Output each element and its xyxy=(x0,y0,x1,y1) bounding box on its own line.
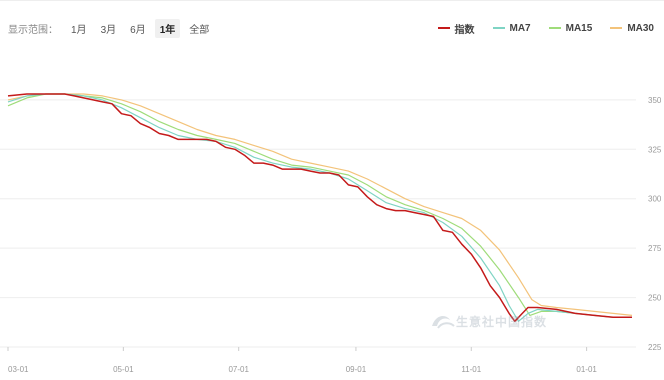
y-axis-ticks: 225 250 275 300 325 350 xyxy=(648,96,662,352)
series-line-ma15 xyxy=(7,93,632,318)
range-button-6m[interactable]: 6月 xyxy=(130,24,146,36)
watermark: 生意社中国指数 xyxy=(430,312,547,330)
legend-label-ma15: MA15 xyxy=(565,22,593,34)
legend-item-ma30[interactable]: MA30 xyxy=(610,23,654,34)
range-button-1y[interactable]: 1年 xyxy=(154,18,181,38)
range-toolbar: 显示范围： 1月 3月 6月 1年 全部 xyxy=(8,18,218,38)
x-tick-label: 01-01 xyxy=(576,365,597,374)
range-label: 显示范围： xyxy=(8,24,58,36)
range-button-1m[interactable]: 1月 xyxy=(71,24,87,36)
x-tick-label: 03-01 xyxy=(8,365,29,374)
range-button-3m[interactable]: 3月 xyxy=(100,24,117,36)
y-tick-label: 325 xyxy=(648,145,662,154)
x-tick-label: 05-01 xyxy=(113,365,134,374)
legend-item-ma15[interactable]: MA15 xyxy=(548,22,593,34)
x-tick-label: 09-01 xyxy=(346,365,367,374)
legend-label-ma30: MA30 xyxy=(627,22,654,34)
watermark-text: 生意社中国指数 xyxy=(456,314,548,329)
series-line-ma30 xyxy=(7,93,633,316)
y-tick-label: 250 xyxy=(648,294,662,303)
swirl-logo-icon xyxy=(432,316,455,329)
legend-swatch-index xyxy=(437,27,450,29)
legend-swatch-ma7 xyxy=(492,27,505,29)
chart-legend: 指数 MA7 MA15 MA30 xyxy=(420,18,654,38)
series-lines xyxy=(7,93,633,323)
top-divider xyxy=(0,0,664,1)
x-axis-ticks: 03-01 05-01 07-01 09-01 11-01 01-01 xyxy=(7,347,597,374)
y-tick-label: 300 xyxy=(648,195,662,204)
x-tick-label: 11-01 xyxy=(461,365,481,374)
y-tick-label: 225 xyxy=(648,343,662,352)
legend-label-ma7: MA7 xyxy=(509,22,531,34)
legend-item-ma7[interactable]: MA7 xyxy=(492,22,531,34)
series-line-ma7 xyxy=(7,93,632,322)
range-button-all[interactable]: 全部 xyxy=(189,24,210,36)
legend-label-index: 指数 xyxy=(454,24,475,36)
legend-swatch-ma15 xyxy=(548,27,561,29)
y-tick-label: 275 xyxy=(648,244,662,253)
legend-item-index[interactable]: 指数 xyxy=(437,21,475,36)
legend-swatch-ma30 xyxy=(610,27,623,29)
series-line-指数 xyxy=(7,93,632,323)
x-tick-label: 07-01 xyxy=(228,365,249,374)
y-tick-label: 350 xyxy=(648,96,662,105)
